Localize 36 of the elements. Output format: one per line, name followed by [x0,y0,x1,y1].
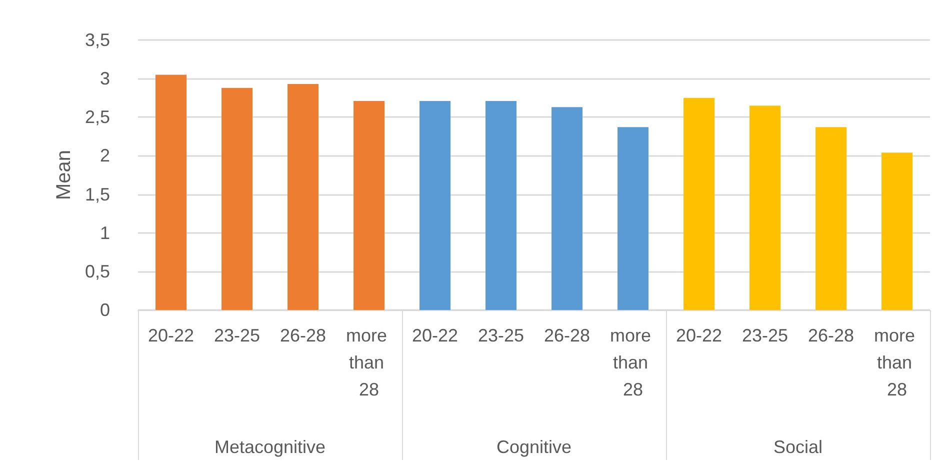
x-tick-label: 26-28 [808,326,854,346]
bar [618,127,648,310]
bar [552,107,582,310]
x-tick-label: 23-25 [214,326,260,346]
y-tick-label: 3,5 [84,30,110,50]
x-tick-label: 20-22 [148,326,194,346]
x-tick-label: more than 28 [874,326,920,400]
bar [882,152,912,310]
bar [684,98,714,310]
bar [288,84,318,310]
bar [354,100,384,310]
x-tick-label: 20-22 [412,326,458,346]
x-tick-label: 23-25 [742,326,788,346]
text: Metacognitive [214,437,326,457]
text: Cognitive [496,437,572,457]
y-axis-title: Mean [53,150,76,200]
bar [816,127,846,310]
y-tick-label: 1 [100,222,110,243]
y-tick-label: 2 [100,146,110,166]
x-tick-label: 20-22 [676,326,722,346]
x-tick-label: more than 28 [610,326,656,400]
bar [156,74,186,310]
bar [222,88,252,310]
y-tick-label: 0,5 [84,261,110,282]
bar [486,100,516,310]
x-tick-label: 23-25 [478,326,524,346]
y-tick-label: 2,5 [84,107,110,128]
y-tick-label: 1,5 [84,184,110,204]
text: Social [773,437,823,457]
y-tick-label: 3 [100,68,110,89]
bar [420,100,450,310]
y-tick-label: 0 [100,300,110,320]
x-tick-label: more than 28 [346,326,392,400]
x-tick-label: 26-28 [544,326,590,346]
bar [750,106,780,310]
x-tick-label: 26-28 [280,326,326,346]
